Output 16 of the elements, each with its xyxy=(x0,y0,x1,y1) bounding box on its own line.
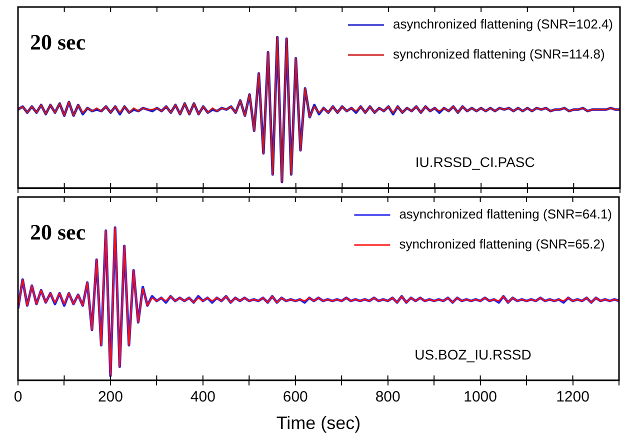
x-tick-label: 600 xyxy=(282,388,308,406)
annotation: IU.RSSD_CI.PASC xyxy=(415,154,535,170)
legend-label: synchronized flattening (SNR=65.2) xyxy=(399,236,605,252)
x-tick-label: 200 xyxy=(98,388,123,406)
annotation: 20 sec xyxy=(30,30,86,55)
x-tick-label: 400 xyxy=(190,388,216,406)
annotation: 20 sec xyxy=(30,220,86,245)
x-tick-label: 1200 xyxy=(556,388,590,406)
annotation: US.BOZ_IU.RSSD xyxy=(414,346,532,362)
x-tick-label: 0 xyxy=(14,388,22,406)
x-tick-label: 1000 xyxy=(464,388,497,406)
x-axis-title: Time (sec) xyxy=(276,413,361,434)
x-tick-label: 800 xyxy=(375,388,400,406)
legend-label: synchronized flattening (SNR=114.8) xyxy=(392,46,605,62)
legend-label: asynchronized flattening (SNR=64.1) xyxy=(399,206,612,222)
legend-label: asynchronized flattening (SNR=102.4) xyxy=(392,16,614,32)
